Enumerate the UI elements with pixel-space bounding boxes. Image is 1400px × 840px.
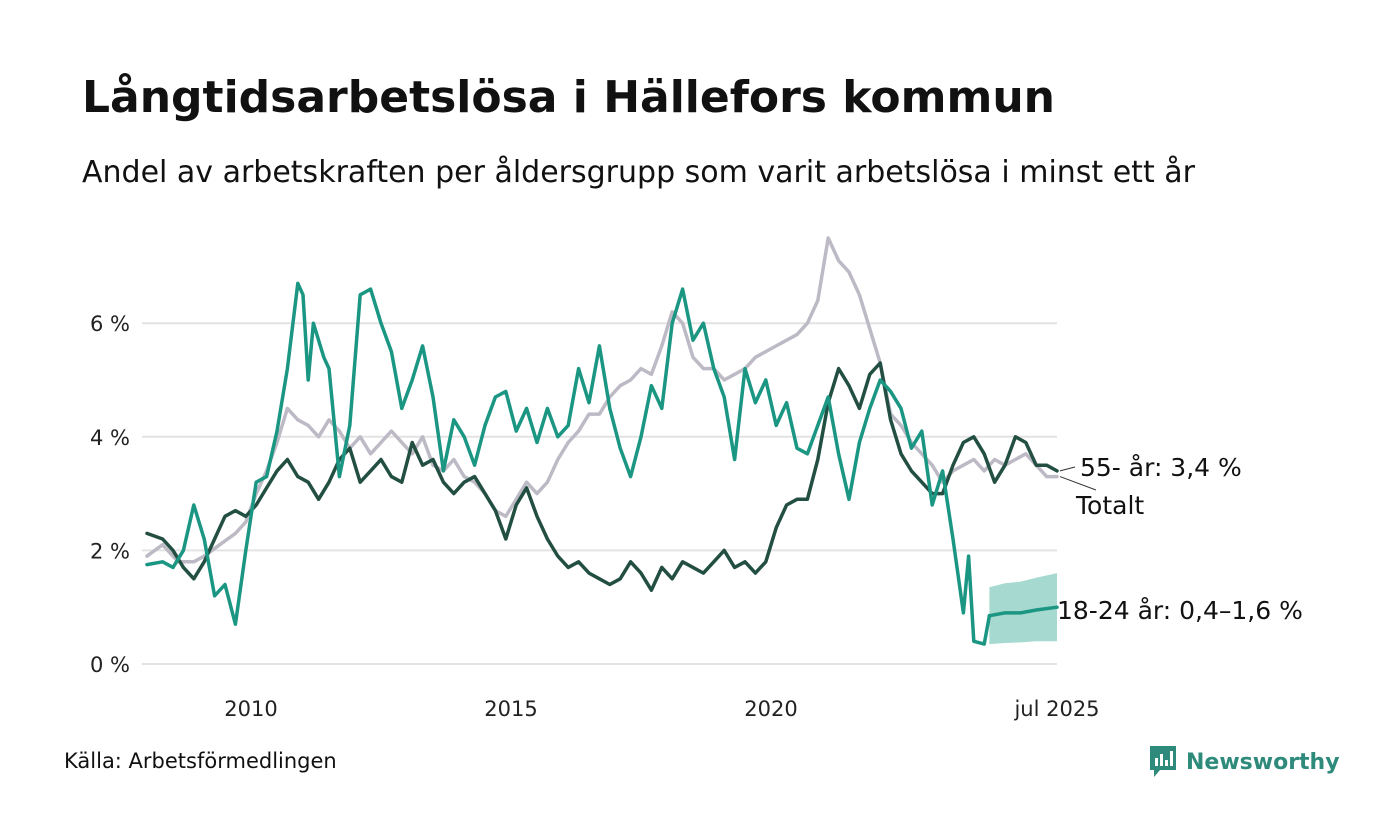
y-tick-label: 0 % — [90, 653, 130, 677]
series-label-55-ar: 55- år: 3,4 % — [1080, 453, 1242, 482]
x-tick-label: 2020 — [744, 697, 797, 721]
series-label-18-24-ar: 18-24 år: 0,4–1,6 % — [1057, 596, 1303, 625]
leader-line-55-ar — [1059, 466, 1076, 472]
y-tick-label: 4 % — [90, 426, 130, 450]
x-tick-label: 2010 — [224, 697, 277, 721]
brand-name: Newsworthy — [1186, 749, 1340, 775]
forecast-line-18-24-ar — [987, 605, 1059, 618]
brand-logo[interactable]: Newsworthy — [1148, 743, 1340, 781]
forecast-band-layer — [989, 573, 1057, 645]
series-label-totalt: Totalt — [1075, 491, 1144, 520]
chart-subtitle: Andel av arbetskraften per åldersgrupp s… — [82, 155, 1195, 190]
series-line-55-ar — [145, 361, 1059, 592]
y-axis-tick-labels: 0 % 2 % 4 % 6 % — [90, 312, 130, 677]
leader-line-totalt — [1059, 476, 1097, 491]
source-note: Källa: Arbetsförmedlingen — [64, 749, 337, 773]
series-end-labels: 55- år: 3,4 % Totalt 18-24 år: 0,4–1,6 % — [1057, 453, 1303, 625]
y-tick-label: 2 % — [90, 539, 130, 563]
forecast-band-18-24-ar — [989, 573, 1057, 645]
x-axis-tick-labels: 2010 2015 2020 jul 2025 — [224, 697, 1099, 721]
newsworthy-logo-icon — [1150, 746, 1176, 777]
x-tick-label: 2015 — [484, 697, 537, 721]
grid-lines — [142, 322, 1057, 665]
x-tick-label: jul 2025 — [1013, 697, 1099, 721]
series-lines — [145, 236, 1059, 646]
y-tick-label: 6 % — [90, 312, 130, 336]
chart-title: Långtidsarbetslösa i Hällefors kommun — [82, 72, 1055, 123]
series-line-18-24-ar — [145, 281, 992, 646]
